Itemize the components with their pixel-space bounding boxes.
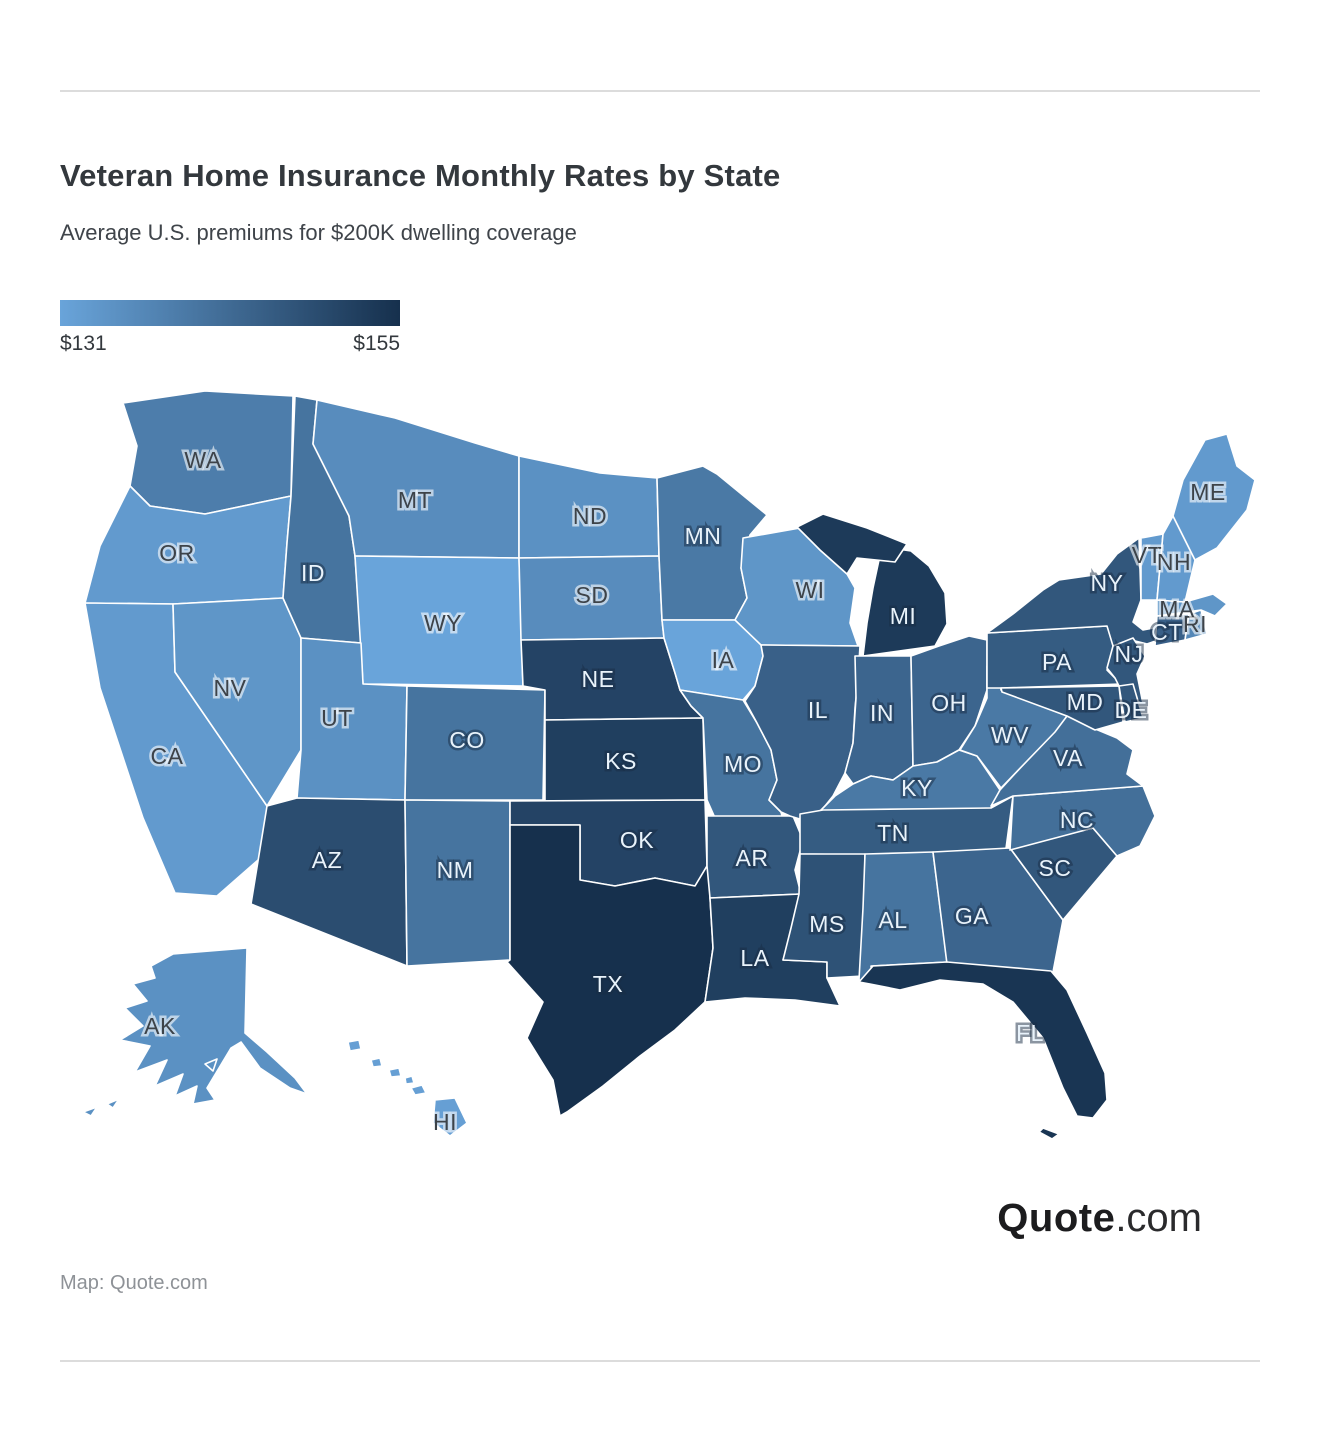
state-label-IA: IA: [712, 647, 735, 673]
state-label-FL: FL: [1016, 1020, 1044, 1046]
state-AK-part-2[interactable]: [106, 1098, 120, 1109]
state-label-MA: MA: [1159, 596, 1195, 622]
state-label-IL: IL: [808, 697, 828, 723]
state-label-NM: NM: [437, 857, 474, 883]
state-label-WY: WY: [424, 610, 462, 636]
state-ME[interactable]: [1172, 433, 1256, 561]
state-label-SD: SD: [576, 582, 609, 608]
state-label-NE: NE: [582, 666, 615, 692]
state-label-RI: RI: [1183, 611, 1207, 637]
state-TX[interactable]: [506, 824, 714, 1117]
state-GA[interactable]: [932, 847, 1064, 973]
state-AZ[interactable]: [250, 797, 408, 967]
state-label-MN: MN: [685, 523, 722, 549]
state-label-OH: OH: [931, 690, 967, 716]
page-title: Veteran Home Insurance Monthly Rates by …: [60, 158, 781, 193]
state-label-WI: WI: [795, 577, 824, 603]
state-NM[interactable]: [404, 799, 511, 967]
logo-text-bold: Quote: [997, 1196, 1116, 1240]
state-HI-part-4[interactable]: [404, 1075, 415, 1085]
state-label-ND: ND: [573, 503, 607, 529]
state-HI-part-3[interactable]: [388, 1067, 402, 1078]
state-label-AR: AR: [736, 845, 769, 871]
state-label-MS: MS: [809, 911, 845, 937]
state-label-MT: MT: [398, 487, 432, 513]
state-label-NV: NV: [214, 675, 247, 701]
state-label-VT: VT: [1132, 542, 1162, 568]
state-label-LA: LA: [740, 945, 769, 971]
state-label-HI: HI: [433, 1109, 457, 1135]
state-AK[interactable]: [119, 947, 308, 1105]
state-MA[interactable]: [1156, 593, 1228, 617]
state-label-WA: WA: [184, 447, 221, 473]
state-label-DE: DE: [1115, 697, 1148, 723]
state-label-PA: PA: [1042, 649, 1072, 675]
state-label-AK: AK: [144, 1013, 176, 1039]
state-label-ME: ME: [1190, 479, 1226, 505]
state-label-ID: ID: [301, 560, 325, 586]
logo-text-suffix: .com: [1115, 1196, 1202, 1240]
state-label-UT: UT: [321, 705, 353, 731]
state-CO[interactable]: [404, 685, 546, 801]
page-subtitle: Average U.S. premiums for $200K dwelling…: [60, 220, 577, 245]
state-label-TX: TX: [593, 971, 623, 997]
state-NH[interactable]: [1156, 515, 1196, 603]
state-label-KS: KS: [605, 748, 637, 774]
state-DE[interactable]: [1118, 683, 1144, 723]
state-label-GA: GA: [955, 903, 989, 929]
color-scale-legend: $131 $155: [60, 300, 400, 356]
state-label-OR: OR: [159, 540, 195, 566]
state-label-VA: VA: [1053, 745, 1083, 771]
state-NC[interactable]: [1009, 785, 1156, 857]
state-HI-part-5[interactable]: [410, 1084, 427, 1096]
state-label-MO: MO: [724, 751, 762, 777]
state-HI-part-1[interactable]: [347, 1039, 362, 1052]
state-label-NH: NH: [1157, 549, 1191, 575]
state-label-AZ: AZ: [312, 847, 342, 873]
state-label-MD: MD: [1067, 689, 1104, 715]
state-MI-part-1[interactable]: [796, 513, 908, 575]
state-label-TN: TN: [877, 820, 909, 846]
legend-max-label: $155: [353, 332, 400, 355]
state-label-OK: OK: [620, 827, 654, 853]
color-scale-gradient-bar: [60, 300, 400, 326]
state-label-CO: CO: [449, 727, 485, 753]
quote-com-logo: Quote.com: [997, 1196, 1202, 1241]
state-label-CT: CT: [1151, 619, 1183, 645]
state-label-NY: NY: [1091, 570, 1124, 596]
state-label-KY: KY: [901, 775, 933, 801]
state-HI-part-2[interactable]: [370, 1057, 383, 1068]
state-AR[interactable]: [706, 815, 804, 899]
state-label-NC: NC: [1060, 807, 1094, 833]
state-label-CA: CA: [151, 743, 184, 769]
state-NJ[interactable]: [1106, 637, 1146, 705]
state-label-NJ: NJ: [1114, 641, 1143, 667]
state-label-IN: IN: [870, 700, 894, 726]
us-choropleth-map: WA OR CA NV ID MT WY UT CO AZ NM ND SD NE KS OK TX MN IA MO…: [82, 390, 1256, 1140]
state-label-AL: AL: [878, 907, 907, 933]
legend-labels: $131 $155: [60, 332, 400, 356]
state-label-MI: MI: [890, 603, 917, 629]
legend-min-label: $131: [60, 332, 107, 355]
map-credit: Map: Quote.com: [60, 1272, 208, 1294]
state-HI[interactable]: [432, 1097, 468, 1137]
state-FL-part-1[interactable]: [1038, 1127, 1060, 1140]
top-divider: [60, 90, 1260, 92]
state-MI[interactable]: [862, 547, 948, 657]
state-label-SC: SC: [1039, 855, 1072, 881]
state-label-WV: WV: [991, 722, 1029, 748]
state-FL[interactable]: [858, 961, 1108, 1119]
state-AK-part-1[interactable]: [82, 1106, 98, 1117]
bottom-divider: [60, 1360, 1260, 1362]
state-AK-part-3[interactable]: [204, 1058, 218, 1072]
